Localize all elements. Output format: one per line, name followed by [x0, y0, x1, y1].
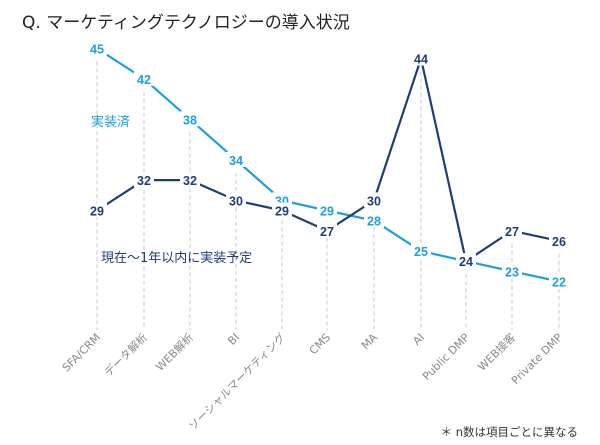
data-label-bg — [317, 202, 337, 218]
data-label-bg — [411, 50, 431, 66]
category-label: ソーシャルマーケティング — [186, 330, 288, 432]
data-label-bg — [364, 212, 384, 228]
data-label: 23 — [505, 265, 519, 279]
data-label: 30 — [229, 194, 243, 208]
series-label-planned: 現在～1年以内に実装予定 — [101, 250, 252, 266]
data-label-bg — [549, 232, 569, 248]
series-label-implemented: 実装済 — [91, 114, 130, 130]
category-label: データ解析 — [101, 330, 150, 379]
data-label: 45 — [90, 42, 104, 56]
category-label: AI — [410, 331, 427, 348]
data-label: 32 — [183, 174, 197, 188]
data-label-bg — [549, 273, 569, 289]
data-labels: 4542383430292825242322293232302927304424… — [87, 40, 569, 289]
category-label: CMS — [307, 331, 333, 357]
data-label: 24 — [459, 255, 473, 269]
category-label: BI — [225, 331, 242, 348]
data-label-bg — [180, 111, 200, 127]
data-label-bg — [272, 202, 292, 218]
data-label-bg — [134, 172, 154, 188]
data-label-bg — [502, 263, 522, 279]
data-label: 28 — [367, 215, 381, 229]
grid-lines — [96, 61, 560, 330]
data-label-bg — [317, 222, 337, 238]
footnote: ＊ n数は項目ごとに異なる — [441, 425, 578, 439]
data-label: 29 — [275, 205, 289, 219]
data-label: 34 — [229, 154, 243, 168]
data-label: 29 — [320, 205, 334, 219]
category-label: SFA/CRM — [60, 331, 103, 374]
category-label: MA — [359, 331, 381, 353]
data-label-bg — [226, 151, 246, 167]
data-label-bg — [87, 40, 107, 56]
data-label-bg — [87, 202, 107, 218]
chart-title: Q. マーケティングテクノロジーの導入状況 — [22, 13, 350, 33]
data-label: 32 — [137, 174, 151, 188]
data-label: 25 — [414, 245, 428, 259]
data-label-bg — [456, 253, 476, 269]
data-label: 29 — [90, 205, 104, 219]
data-label: 26 — [552, 235, 566, 249]
data-label-bg — [134, 70, 154, 86]
data-label: 38 — [183, 113, 197, 127]
data-label-bg — [502, 222, 522, 238]
category-label: WEB解析 — [153, 330, 196, 373]
data-label: 30 — [367, 194, 381, 208]
data-label-bg — [226, 192, 246, 208]
data-label: 22 — [552, 275, 566, 289]
data-label-bg — [364, 192, 384, 208]
data-label: 27 — [320, 225, 334, 239]
data-label-bg — [180, 172, 200, 188]
data-label: 44 — [414, 53, 428, 67]
data-label: 42 — [137, 73, 151, 87]
series-lines — [96, 47, 560, 283]
category-label: WEB接客 — [475, 330, 518, 373]
data-label: 27 — [505, 225, 519, 239]
data-label-bg — [411, 243, 431, 259]
category-label: Private DMP — [509, 331, 565, 387]
category-label: Public DMP — [420, 331, 472, 383]
